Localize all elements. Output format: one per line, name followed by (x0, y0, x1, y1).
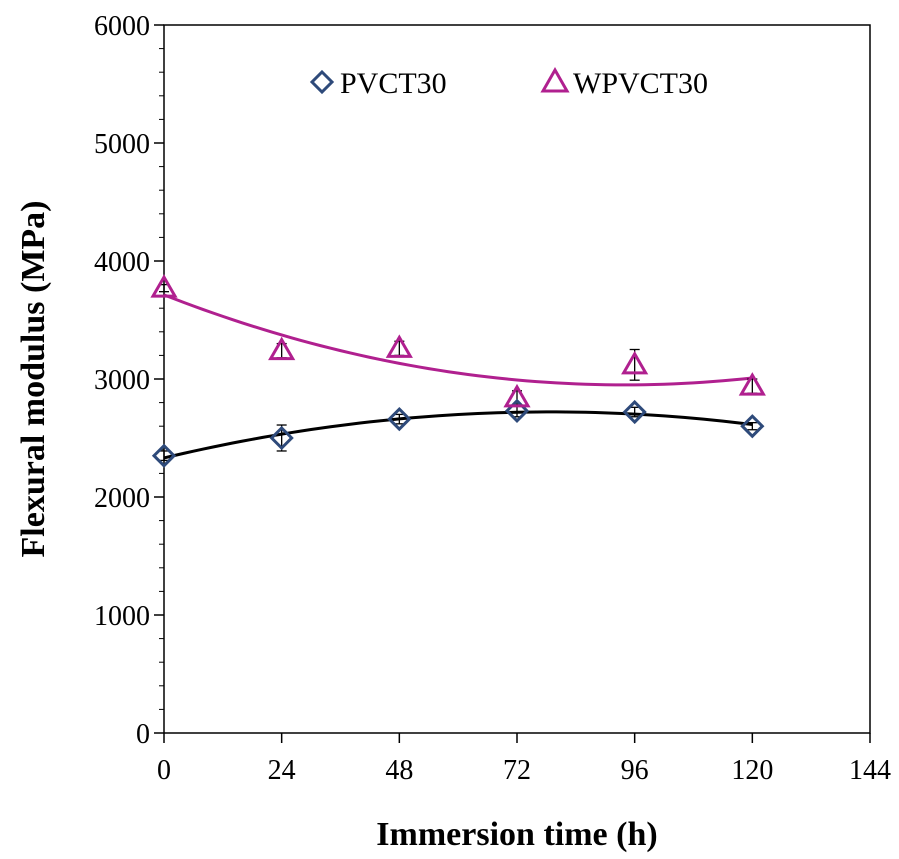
point-pvct30 (151, 443, 177, 468)
point-wpvct30 (621, 350, 649, 375)
x-axis-title: Immersion time (h) (376, 816, 657, 853)
point-wpvct30 (738, 372, 766, 396)
error-bar (747, 422, 758, 431)
y-axis-ticks: 0 1000 2000 3000 4000 5000 6000 (94, 11, 164, 750)
legend-label: PVCT30 (340, 67, 447, 100)
point-pvct30 (622, 399, 647, 425)
trendline-pvct30 (163, 410, 753, 460)
point-pvct30 (387, 406, 412, 432)
x-tick-label: 72 (503, 755, 531, 786)
point-wpvct30 (503, 383, 531, 408)
y-tick-label: 5000 (94, 129, 150, 160)
point-pvct30 (740, 414, 765, 439)
point-pvct30 (269, 425, 294, 451)
legend-marker (309, 69, 335, 95)
legend: PVCT30 WPVCT30 (309, 66, 708, 100)
point-wpvct30 (150, 274, 178, 298)
y-tick-label: 4000 (94, 247, 150, 278)
legend-item-wpvct30: WPVCT30 (540, 66, 708, 100)
x-tick-label: 0 (157, 755, 171, 786)
x-tick-label: 120 (731, 755, 773, 786)
point-wpvct30 (385, 334, 413, 358)
point-wpvct30 (268, 336, 296, 361)
x-tick-label: 24 (268, 755, 296, 786)
trendline-wpvct30 (163, 293, 753, 387)
point-pvct30 (504, 398, 530, 423)
trendlines (163, 293, 753, 460)
y-tick-label: 2000 (94, 483, 150, 514)
y-tick-label: 1000 (94, 601, 150, 632)
legend-marker (540, 66, 570, 93)
x-axis-ticks: 0 24 48 72 96 120 144 (157, 733, 891, 786)
data-points (150, 274, 766, 468)
x-tick-label: 96 (621, 755, 649, 786)
y-axis-title: Flexural modulus (MPa) (15, 201, 52, 558)
y-tick-label: 0 (136, 719, 150, 750)
x-tick-label: 144 (849, 755, 891, 786)
legend-label: WPVCT30 (573, 67, 708, 100)
y-tick-label: 6000 (94, 11, 150, 42)
y-tick-label: 3000 (94, 365, 150, 396)
x-tick-label: 48 (385, 755, 413, 786)
legend-item-pvct30: PVCT30 (309, 67, 447, 100)
